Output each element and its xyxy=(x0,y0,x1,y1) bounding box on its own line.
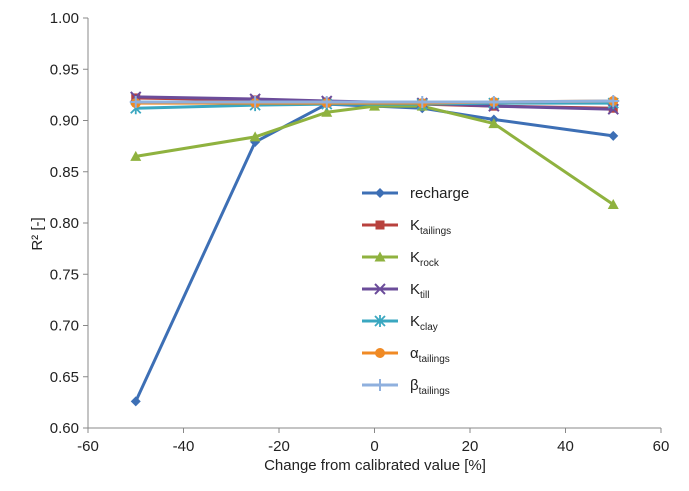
data-point xyxy=(129,96,142,109)
y-tick-label: 0.60 xyxy=(50,420,79,437)
axes: -60 -40 -20 0 20 40 60 0.60 0.65 0.70 0.75 0.80 0.85… xyxy=(50,10,670,455)
data-point xyxy=(488,118,500,129)
legend-label: Krock xyxy=(410,249,440,269)
legend-marker xyxy=(374,283,386,295)
y-axis-label: R² [-] xyxy=(29,217,46,250)
legend-item: Krock xyxy=(362,249,440,269)
data-point xyxy=(130,150,142,161)
legend-item: βtailings xyxy=(362,377,450,397)
legend-marker xyxy=(375,220,385,230)
legend-label-sub: till xyxy=(420,290,429,301)
legend-label-main: β xyxy=(410,377,419,394)
legend-item: recharge xyxy=(362,185,469,202)
legend-label-main: α xyxy=(410,345,419,362)
legend-label-sub: rock xyxy=(420,258,440,269)
y-tick-label: 0.95 xyxy=(50,61,79,78)
series-line xyxy=(134,102,614,402)
y-tick-label: 0.75 xyxy=(50,266,79,283)
x-tick-label: -20 xyxy=(268,438,290,455)
data-point xyxy=(607,95,620,108)
legend-label-main: K xyxy=(410,217,420,234)
series-line xyxy=(135,99,614,104)
legend-label: Ktailings xyxy=(410,217,451,237)
x-tick-label: -40 xyxy=(173,438,195,455)
series-βtailings xyxy=(129,95,620,109)
series-line xyxy=(135,104,615,206)
series-krock xyxy=(130,100,619,210)
series-layer xyxy=(129,91,620,407)
legend-marker xyxy=(374,315,386,327)
x-tick-label: 60 xyxy=(653,438,670,455)
legend-label-main: K xyxy=(410,313,420,330)
x-axis-label: Change from calibrated value [%] xyxy=(264,457,486,474)
data-point xyxy=(249,131,261,142)
legend-marker xyxy=(375,188,385,198)
legend: rechargeKtailingsKrockKtillKclayαtailing… xyxy=(362,185,469,397)
data-point xyxy=(416,96,429,109)
data-point xyxy=(321,106,333,117)
legend-label-main: recharge xyxy=(410,185,469,202)
legend-label: Ktill xyxy=(410,281,429,301)
data-point xyxy=(608,130,619,141)
legend-label-sub: tailings xyxy=(420,226,451,237)
legend-label-sub: clay xyxy=(420,322,438,333)
legend-marker xyxy=(374,379,386,391)
legend-item: Ktailings xyxy=(362,217,451,237)
data-point xyxy=(320,96,333,109)
data-point xyxy=(249,96,262,109)
data-point xyxy=(607,199,619,210)
legend-label: αtailings xyxy=(410,345,450,365)
legend-item: Kclay xyxy=(362,313,438,333)
x-tick-label: 20 xyxy=(462,438,479,455)
legend-label: Kclay xyxy=(410,313,438,333)
legend-label: recharge xyxy=(410,185,469,202)
data-point xyxy=(130,396,141,407)
legend-label-main: K xyxy=(410,281,420,298)
y-tick-label: 0.65 xyxy=(50,369,79,386)
x-tick-label: 40 xyxy=(557,438,574,455)
legend-marker xyxy=(374,251,386,262)
data-point xyxy=(487,96,500,109)
legend-label-main: K xyxy=(410,249,420,266)
legend-label-sub: tailings xyxy=(419,386,450,397)
y-tick-label: 0.85 xyxy=(50,164,79,181)
legend-label: βtailings xyxy=(410,377,450,397)
y-tick-label: 1.00 xyxy=(50,10,79,27)
legend-label-sub: tailings xyxy=(419,354,450,365)
x-tick-label: 0 xyxy=(370,438,378,455)
y-tick-label: 0.70 xyxy=(50,318,79,335)
legend-item: Ktill xyxy=(362,281,429,301)
y-tick-label: 0.90 xyxy=(50,113,79,130)
legend-item: αtailings xyxy=(362,345,450,365)
x-tick-label: -60 xyxy=(77,438,99,455)
legend-marker xyxy=(375,348,385,358)
y-tick-label: 0.80 xyxy=(50,215,79,232)
data-point xyxy=(369,100,380,111)
